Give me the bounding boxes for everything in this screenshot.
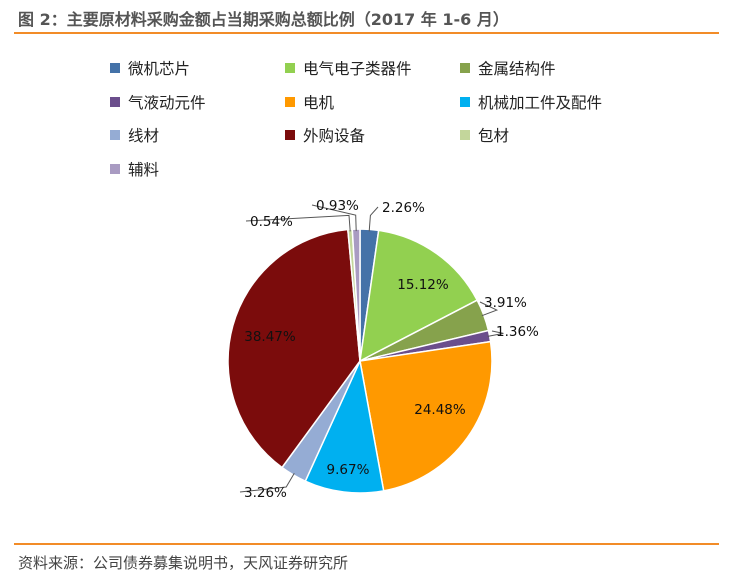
legend-item: 包材	[460, 124, 509, 146]
legend-label: 线材	[128, 127, 160, 145]
chart-title: 图 2：主要原材料采购金额占当期采购总额比例（2017 年 1-6 月）	[18, 10, 509, 29]
pie-slice	[359, 229, 479, 363]
data-label: 0.93%	[316, 198, 359, 214]
legend-swatch	[460, 130, 470, 140]
legend-label: 气液动元件	[128, 93, 206, 112]
legend-label: 包材	[478, 127, 510, 145]
data-label: 0.54%	[250, 214, 293, 230]
legend-item: 机械加工件及配件	[460, 91, 602, 113]
leader-line	[487, 330, 504, 337]
legend-label: 辅料	[128, 160, 160, 179]
legend-item: 电气电子类器件	[285, 57, 412, 79]
data-label: 1.36%	[496, 324, 539, 340]
legend-swatch	[285, 96, 295, 107]
legend-swatch	[285, 130, 295, 140]
legend-label: 机械加工件及配件	[478, 93, 603, 112]
legend-swatch	[460, 63, 470, 73]
leader-line	[245, 214, 351, 232]
data-label: 3.91%	[484, 295, 527, 311]
legend-label: 金属结构件	[478, 60, 556, 78]
pie-slice	[227, 228, 361, 469]
data-label: 24.48%	[414, 402, 466, 418]
footer-divider	[14, 543, 719, 545]
legend-label: 外购设备	[303, 127, 366, 145]
leader-line	[479, 301, 499, 317]
legend-item: 金属结构件	[460, 57, 556, 79]
data-label: 9.67%	[327, 462, 370, 478]
legend-item: 气液动元件	[110, 91, 206, 113]
legend-label: 电气电子类器件	[303, 60, 412, 78]
legend-item: 辅料	[110, 158, 159, 180]
legend-swatch	[110, 130, 120, 140]
legend-label: 微机芯片	[128, 60, 191, 78]
pie-slice	[359, 340, 493, 492]
data-label: 3.26%	[244, 485, 287, 501]
legend-item: 外购设备	[285, 124, 365, 146]
data-label: 2.26%	[382, 200, 425, 216]
source-note: 资料来源：公司债券募集说明书，天风证券研究所	[18, 554, 349, 572]
legend-label: 电机	[303, 93, 335, 112]
legend-item: 电机	[285, 91, 334, 113]
legend-swatch	[285, 63, 295, 73]
legend-swatch	[460, 96, 470, 107]
legend-swatch	[110, 63, 120, 73]
leader-line	[239, 472, 295, 493]
legend-item: 线材	[110, 124, 159, 146]
legend-item: 微机芯片	[110, 57, 190, 79]
data-label: 15.12%	[397, 277, 449, 293]
leader-line	[368, 206, 379, 232]
title-divider	[14, 32, 719, 34]
legend-swatch	[110, 163, 120, 174]
pie-slice	[304, 358, 385, 494]
legend-swatch	[110, 96, 120, 107]
data-label: 38.47%	[244, 329, 296, 345]
leader-line	[311, 204, 357, 232]
